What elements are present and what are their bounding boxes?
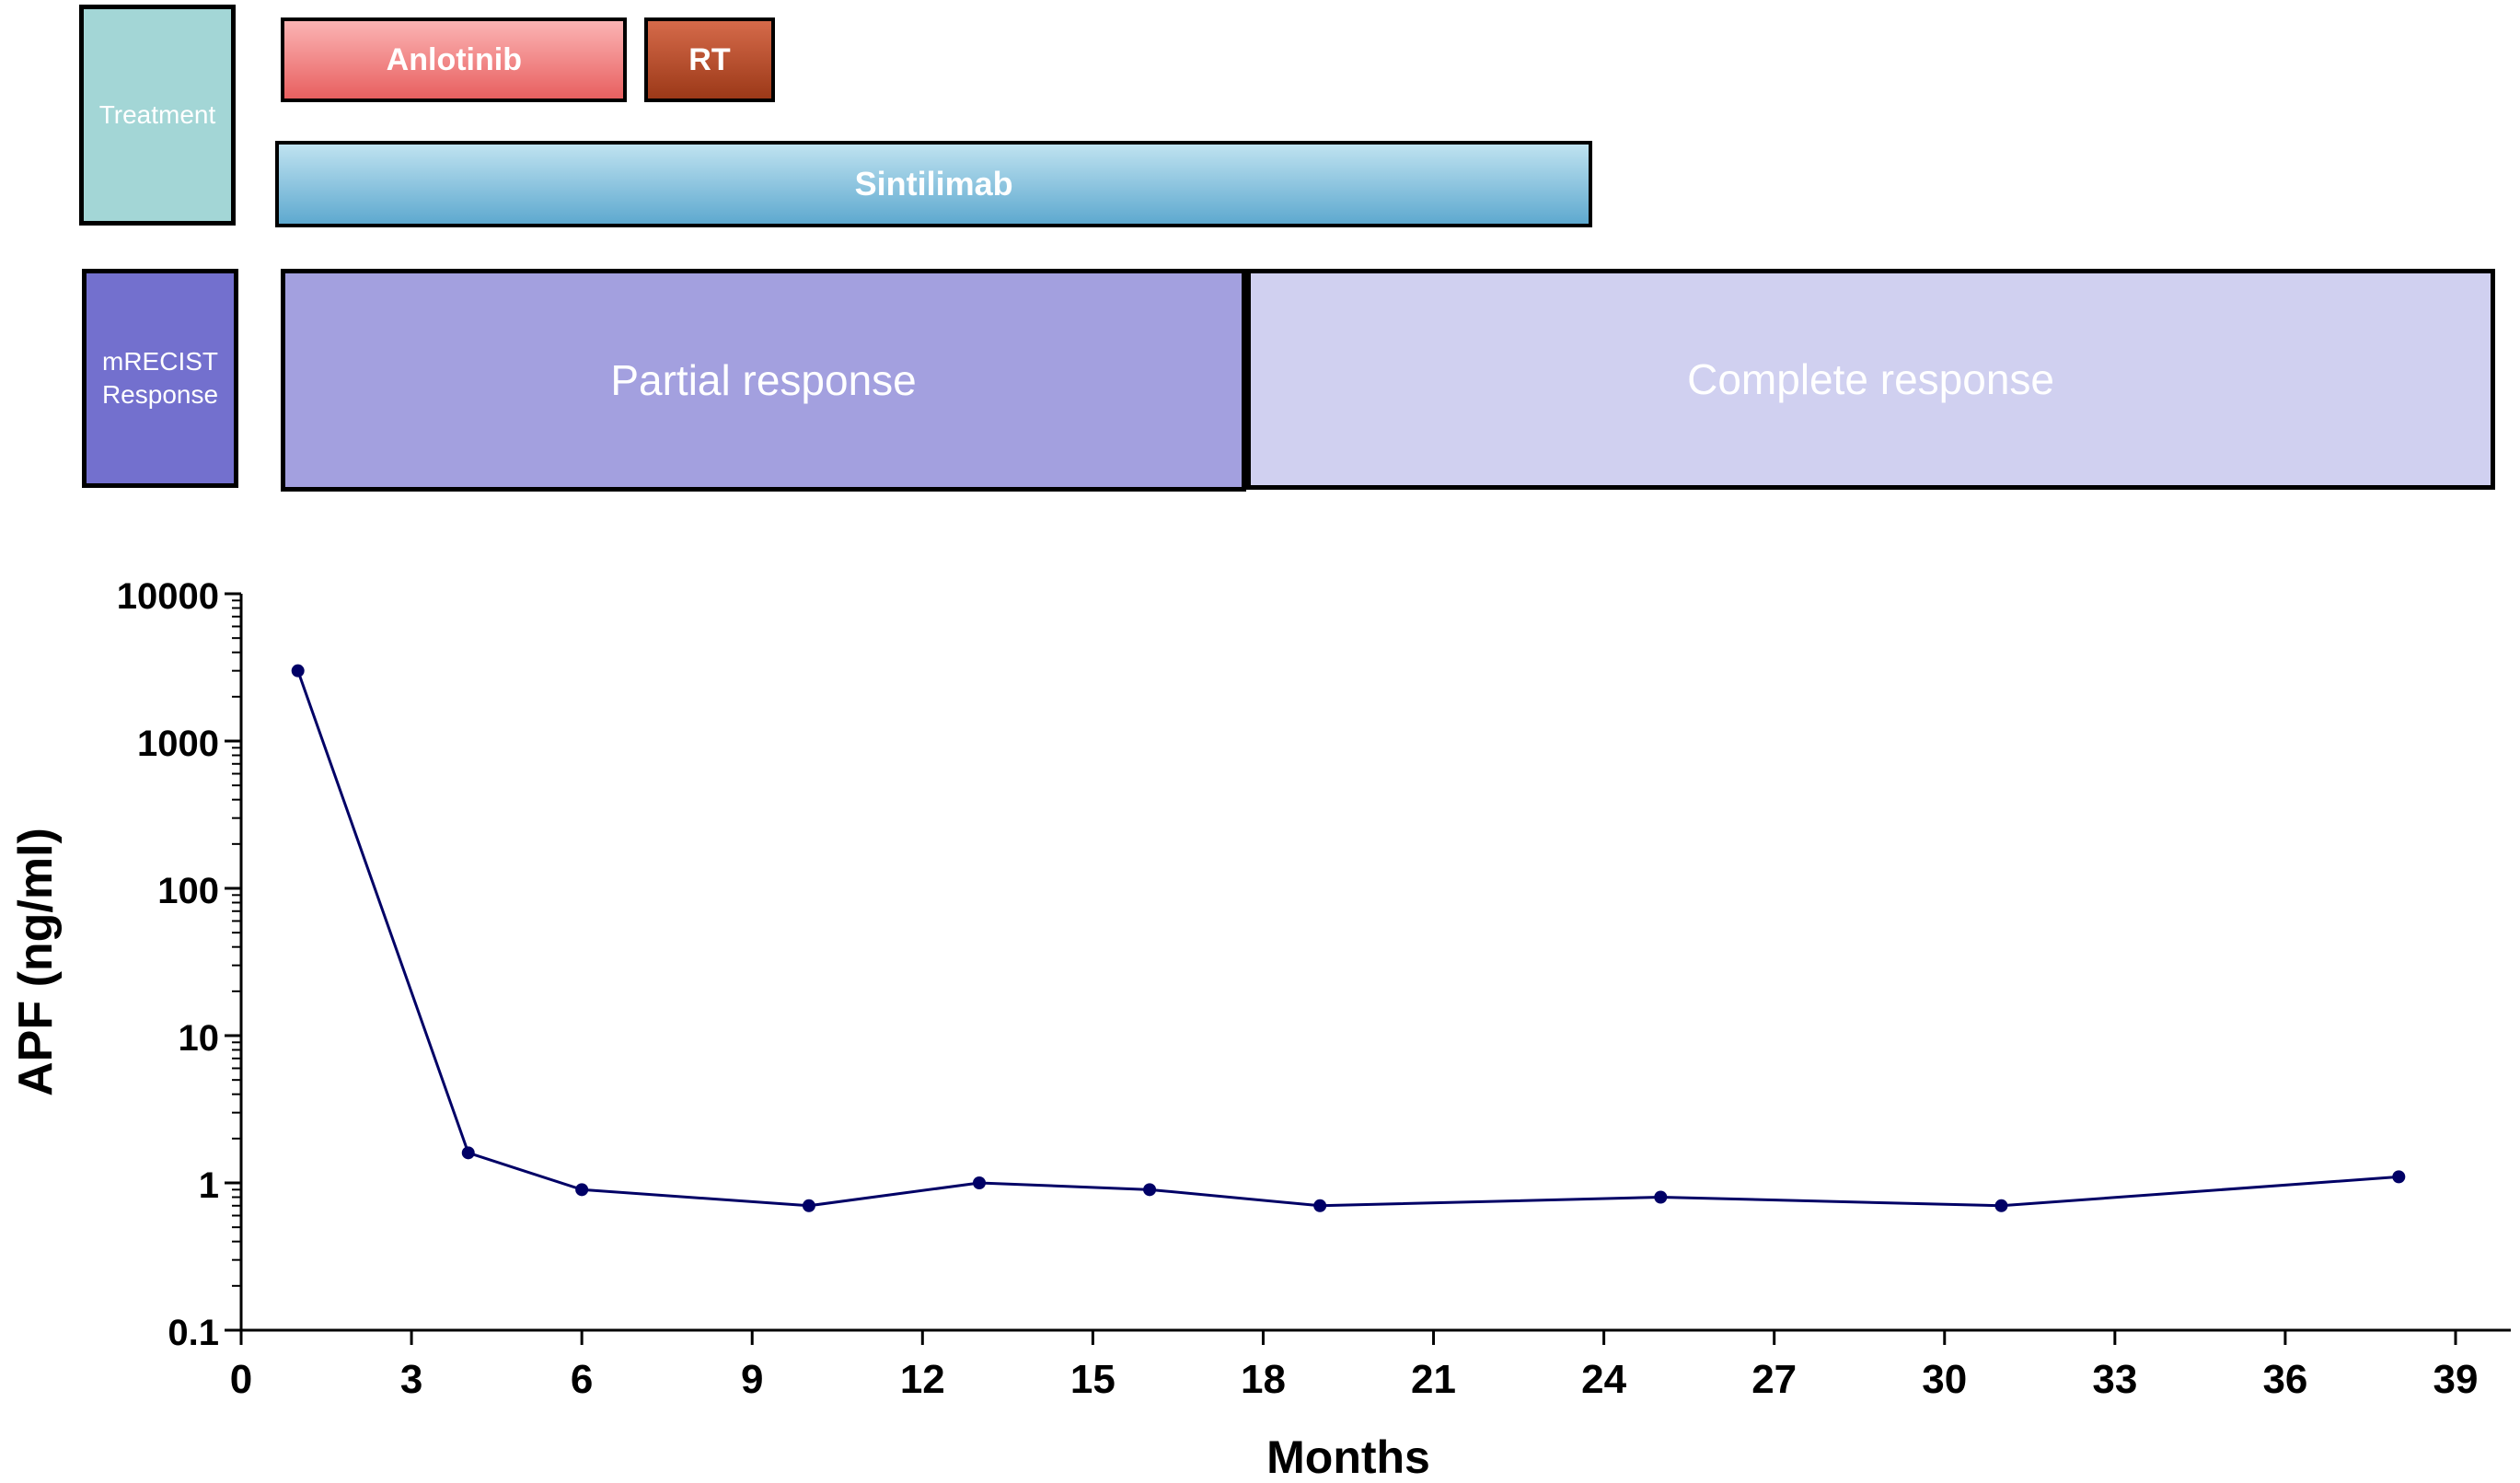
x-tick-label: 3 bbox=[400, 1357, 422, 1402]
x-tick-label: 0 bbox=[230, 1357, 252, 1402]
data-point bbox=[973, 1176, 986, 1189]
treatment-bar-sintilimab: Sintilimab bbox=[275, 141, 1593, 227]
data-point bbox=[1994, 1199, 2008, 1212]
x-tick-label: 6 bbox=[571, 1357, 593, 1402]
x-tick-label: 33 bbox=[2092, 1357, 2137, 1402]
data-point bbox=[802, 1199, 815, 1212]
treatment-lane-label: Treatment bbox=[79, 5, 236, 226]
data-point bbox=[291, 664, 305, 678]
x-tick-label: 39 bbox=[2433, 1357, 2479, 1402]
x-axis-label: Months bbox=[1266, 1431, 1430, 1483]
x-tick-label: 36 bbox=[2262, 1357, 2307, 1402]
response-lane-label: mRECIST Response bbox=[82, 269, 238, 488]
treatment-bar-anlotinib: Anlotinib bbox=[281, 17, 628, 102]
y-tick-label: 1000 bbox=[137, 724, 219, 764]
y-tick-label: 10000 bbox=[117, 576, 219, 617]
x-tick-label: 27 bbox=[1751, 1357, 1797, 1402]
chart-ticks: 0 3 6 9 12 15 18 21 24 27 30 33 36 390.11101001000100… bbox=[117, 576, 2479, 1402]
response-bar-partial: Partial response bbox=[281, 269, 1246, 492]
data-point bbox=[1143, 1183, 1157, 1197]
x-tick-label: 24 bbox=[1581, 1357, 1626, 1402]
x-tick-label: 18 bbox=[1241, 1357, 1286, 1402]
data-point bbox=[1654, 1190, 1668, 1204]
data-point bbox=[1313, 1199, 1327, 1212]
y-tick-label: 100 bbox=[157, 871, 219, 911]
chart-series bbox=[291, 664, 2406, 1212]
x-tick-label: 30 bbox=[1922, 1357, 1967, 1402]
chart-axes bbox=[239, 594, 2511, 1332]
y-axis-label: APF (ng/ml) bbox=[9, 828, 63, 1096]
y-tick-label: 10 bbox=[179, 1018, 220, 1059]
series-line bbox=[296, 670, 2399, 1208]
x-tick-label: 15 bbox=[1070, 1357, 1116, 1402]
data-point bbox=[461, 1146, 475, 1160]
data-point bbox=[2392, 1170, 2406, 1184]
x-tick-label: 12 bbox=[900, 1357, 945, 1402]
x-tick-label: 21 bbox=[1411, 1357, 1456, 1402]
data-point bbox=[575, 1183, 589, 1197]
response-bar-complete: Complete response bbox=[1245, 269, 2496, 490]
y-tick-label: 0.1 bbox=[168, 1313, 219, 1353]
y-tick-label: 1 bbox=[199, 1165, 219, 1206]
treatment-bar-rt: RT bbox=[644, 17, 775, 102]
x-tick-label: 9 bbox=[741, 1357, 763, 1402]
